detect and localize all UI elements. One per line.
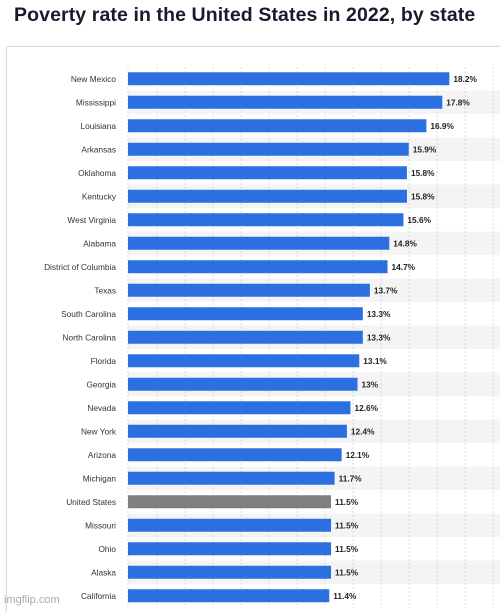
bar	[128, 354, 360, 368]
bar	[128, 471, 335, 485]
data-label: 11.5%	[335, 520, 359, 530]
data-label: 13.3%	[367, 309, 391, 319]
category-label: California	[81, 591, 116, 601]
bar	[128, 72, 450, 86]
bar	[128, 213, 404, 227]
data-label: 15.6%	[407, 215, 431, 225]
bar	[128, 542, 332, 556]
data-label: 16.9%	[430, 121, 454, 131]
data-label: 11.5%	[335, 497, 359, 507]
data-label: 13.1%	[363, 356, 387, 366]
bar	[128, 424, 347, 438]
category-label: Louisiana	[80, 121, 116, 131]
category-label: Florida	[91, 356, 117, 366]
category-label: Georgia	[86, 379, 116, 389]
category-label: Michigan	[83, 473, 117, 483]
bar	[128, 518, 332, 532]
data-label: 14.8%	[393, 238, 417, 248]
page-title: Poverty rate in the United States in 202…	[14, 4, 476, 26]
category-label: Ohio	[98, 544, 116, 554]
bar	[128, 448, 342, 462]
category-label: New Mexico	[71, 74, 117, 84]
data-label: 11.4%	[333, 591, 357, 601]
data-label: 13%	[362, 379, 379, 389]
bar	[128, 119, 427, 133]
data-label: 15.8%	[411, 191, 435, 201]
bar-chart: New Mexico 18.2% Mississippi 17.8% Louisiana…	[44, 67, 500, 608]
data-label: 11.5%	[335, 567, 359, 577]
category-label: Missouri	[85, 520, 116, 530]
category-label: Mississippi	[76, 97, 116, 107]
category-label: District of Columbia	[44, 262, 116, 272]
category-label: Alabama	[83, 238, 116, 248]
bar	[128, 236, 390, 250]
data-label: 11.7%	[339, 473, 363, 483]
bar	[128, 260, 388, 274]
bar	[128, 189, 407, 203]
category-label: Alaska	[91, 567, 116, 577]
chart-card: New Mexico 18.2% Mississippi 17.8% Louisiana…	[6, 46, 500, 612]
data-label: 15.8%	[411, 168, 435, 178]
category-label: New York	[81, 426, 117, 436]
bar	[128, 330, 363, 344]
category-label: United States	[66, 497, 116, 507]
category-label: West Virginia	[67, 215, 116, 225]
bar	[128, 589, 330, 603]
data-label: 13.3%	[367, 332, 391, 342]
bar	[128, 142, 409, 156]
data-label: 14.7%	[392, 262, 416, 272]
watermark-text: imgflip.com	[4, 594, 60, 606]
data-label: 12.1%	[346, 450, 370, 460]
data-label: 11.5%	[335, 544, 359, 554]
bar	[128, 401, 351, 415]
data-label: 15.9%	[413, 144, 437, 154]
data-label: 18.2%	[453, 74, 477, 84]
category-label: Kentucky	[82, 191, 117, 201]
bar	[128, 307, 363, 321]
bar	[128, 95, 443, 109]
data-label: 17.8%	[446, 97, 470, 107]
category-label: Texas	[94, 285, 116, 295]
bar	[128, 283, 370, 297]
data-label: 13.7%	[374, 285, 398, 295]
category-label: Arizona	[88, 450, 117, 460]
category-label: Arkansas	[81, 144, 116, 154]
bar	[128, 166, 407, 180]
bar	[128, 565, 332, 579]
category-label: North Carolina	[63, 332, 117, 342]
category-label: South Carolina	[61, 309, 116, 319]
data-label: 12.4%	[351, 426, 375, 436]
category-label: Oklahoma	[78, 168, 116, 178]
bar	[128, 377, 358, 391]
category-label: Nevada	[87, 403, 116, 413]
data-label: 12.6%	[354, 403, 378, 413]
bar	[128, 495, 332, 509]
